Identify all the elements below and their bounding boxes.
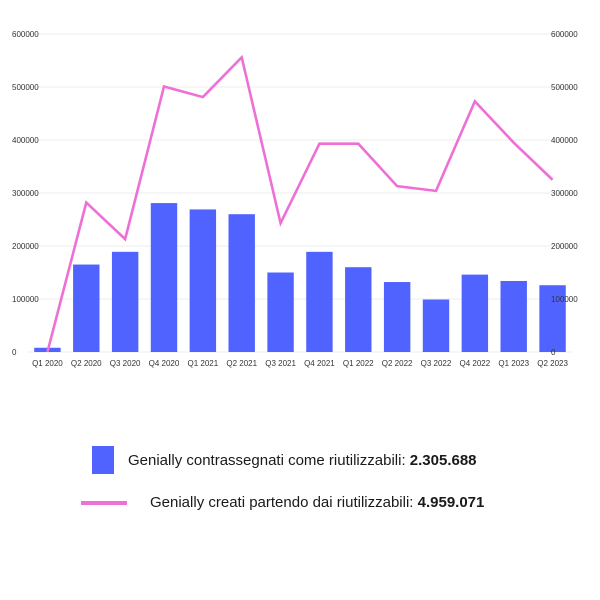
gridlines — [28, 33, 572, 353]
y-axis-right: 0 100000 200000 300000 400000 500000 600000 — [551, 30, 578, 357]
y-right-tick-label: 0 — [551, 348, 556, 357]
x-tick-label: Q2 2023 — [537, 359, 568, 368]
legend-line-text: Genially creati partendo dai riutilizzab… — [150, 494, 484, 511]
bar — [422, 299, 450, 352]
x-tick-label: Q4 2021 — [304, 359, 335, 368]
x-tick-label: Q4 2020 — [149, 359, 180, 368]
bar — [345, 267, 372, 352]
combo-chart: 0 100000 200000 300000 400000 500000 600000 0 1… — [12, 30, 578, 368]
y-right-tick-label: 200000 — [551, 242, 578, 251]
y-left-tick-label: 400000 — [12, 136, 39, 145]
x-tick-label: Q2 2021 — [226, 359, 257, 368]
x-tick-label: Q3 2021 — [265, 359, 296, 368]
y-right-tick-label: 400000 — [551, 136, 578, 145]
legend-bar-total: 2.305.688 — [409, 451, 477, 469]
y-left-tick-label: 600000 — [12, 30, 39, 39]
x-tick-label: Q4 2022 — [460, 359, 491, 368]
bar — [150, 203, 178, 352]
y-left-tick-label: 200000 — [12, 242, 39, 251]
legend-line-total: 4.959.071 — [417, 494, 485, 511]
bar — [539, 285, 566, 352]
y-right-tick-label: 100000 — [551, 295, 578, 304]
y-left-tick-label: 300000 — [12, 189, 39, 198]
bar — [228, 214, 255, 352]
legend-line-label: Genially creati partendo dai riutilizzab… — [150, 494, 418, 511]
y-left-tick-label: 100000 — [12, 295, 39, 304]
x-tick-label: Q1 2023 — [498, 359, 529, 368]
line-series — [46, 54, 554, 353]
line-path — [46, 54, 554, 353]
bar — [306, 251, 333, 352]
x-tick-label: Q3 2020 — [110, 359, 141, 368]
x-tick-label: Q1 2020 — [32, 359, 63, 368]
y-right-tick-label: 500000 — [551, 83, 578, 92]
x-tick-label: Q2 2020 — [71, 359, 102, 368]
y-left-tick-label: 0 — [12, 348, 17, 357]
x-tick-label: Q3 2022 — [421, 359, 452, 368]
x-tick-label: Q2 2022 — [382, 359, 413, 368]
y-right-tick-label: 300000 — [551, 189, 578, 198]
x-tick-label: Q1 2021 — [188, 359, 219, 368]
legend-bar-text: Genially contrassegnati come riutilizzab… — [128, 452, 477, 469]
y-axis-left: 0 100000 200000 300000 400000 500000 600000 — [12, 30, 39, 357]
legend-item-bars: Genially contrassegnati come riutilizzab… — [92, 446, 477, 474]
legend-bar-swatch — [92, 446, 114, 474]
y-right-tick-label: 600000 — [551, 30, 578, 39]
legend-line-swatch — [81, 500, 127, 505]
legend-item-line: Genially creati partendo dai riutilizzab… — [81, 494, 484, 511]
bar — [267, 272, 294, 352]
x-axis: Q1 2020 Q2 2020 Q3 2020 Q4 2020 Q1 2021 Q2 20… — [32, 359, 568, 368]
x-tick-label: Q1 2022 — [343, 359, 374, 368]
bar-series — [34, 203, 566, 352]
legend-bar-label: Genially contrassegnati come riutilizzab… — [128, 451, 410, 469]
y-left-tick-label: 500000 — [12, 83, 39, 92]
bar — [189, 209, 217, 352]
bar — [111, 251, 139, 352]
bar — [500, 280, 527, 352]
bar — [73, 264, 100, 352]
bar — [383, 282, 411, 352]
bar — [461, 274, 489, 352]
